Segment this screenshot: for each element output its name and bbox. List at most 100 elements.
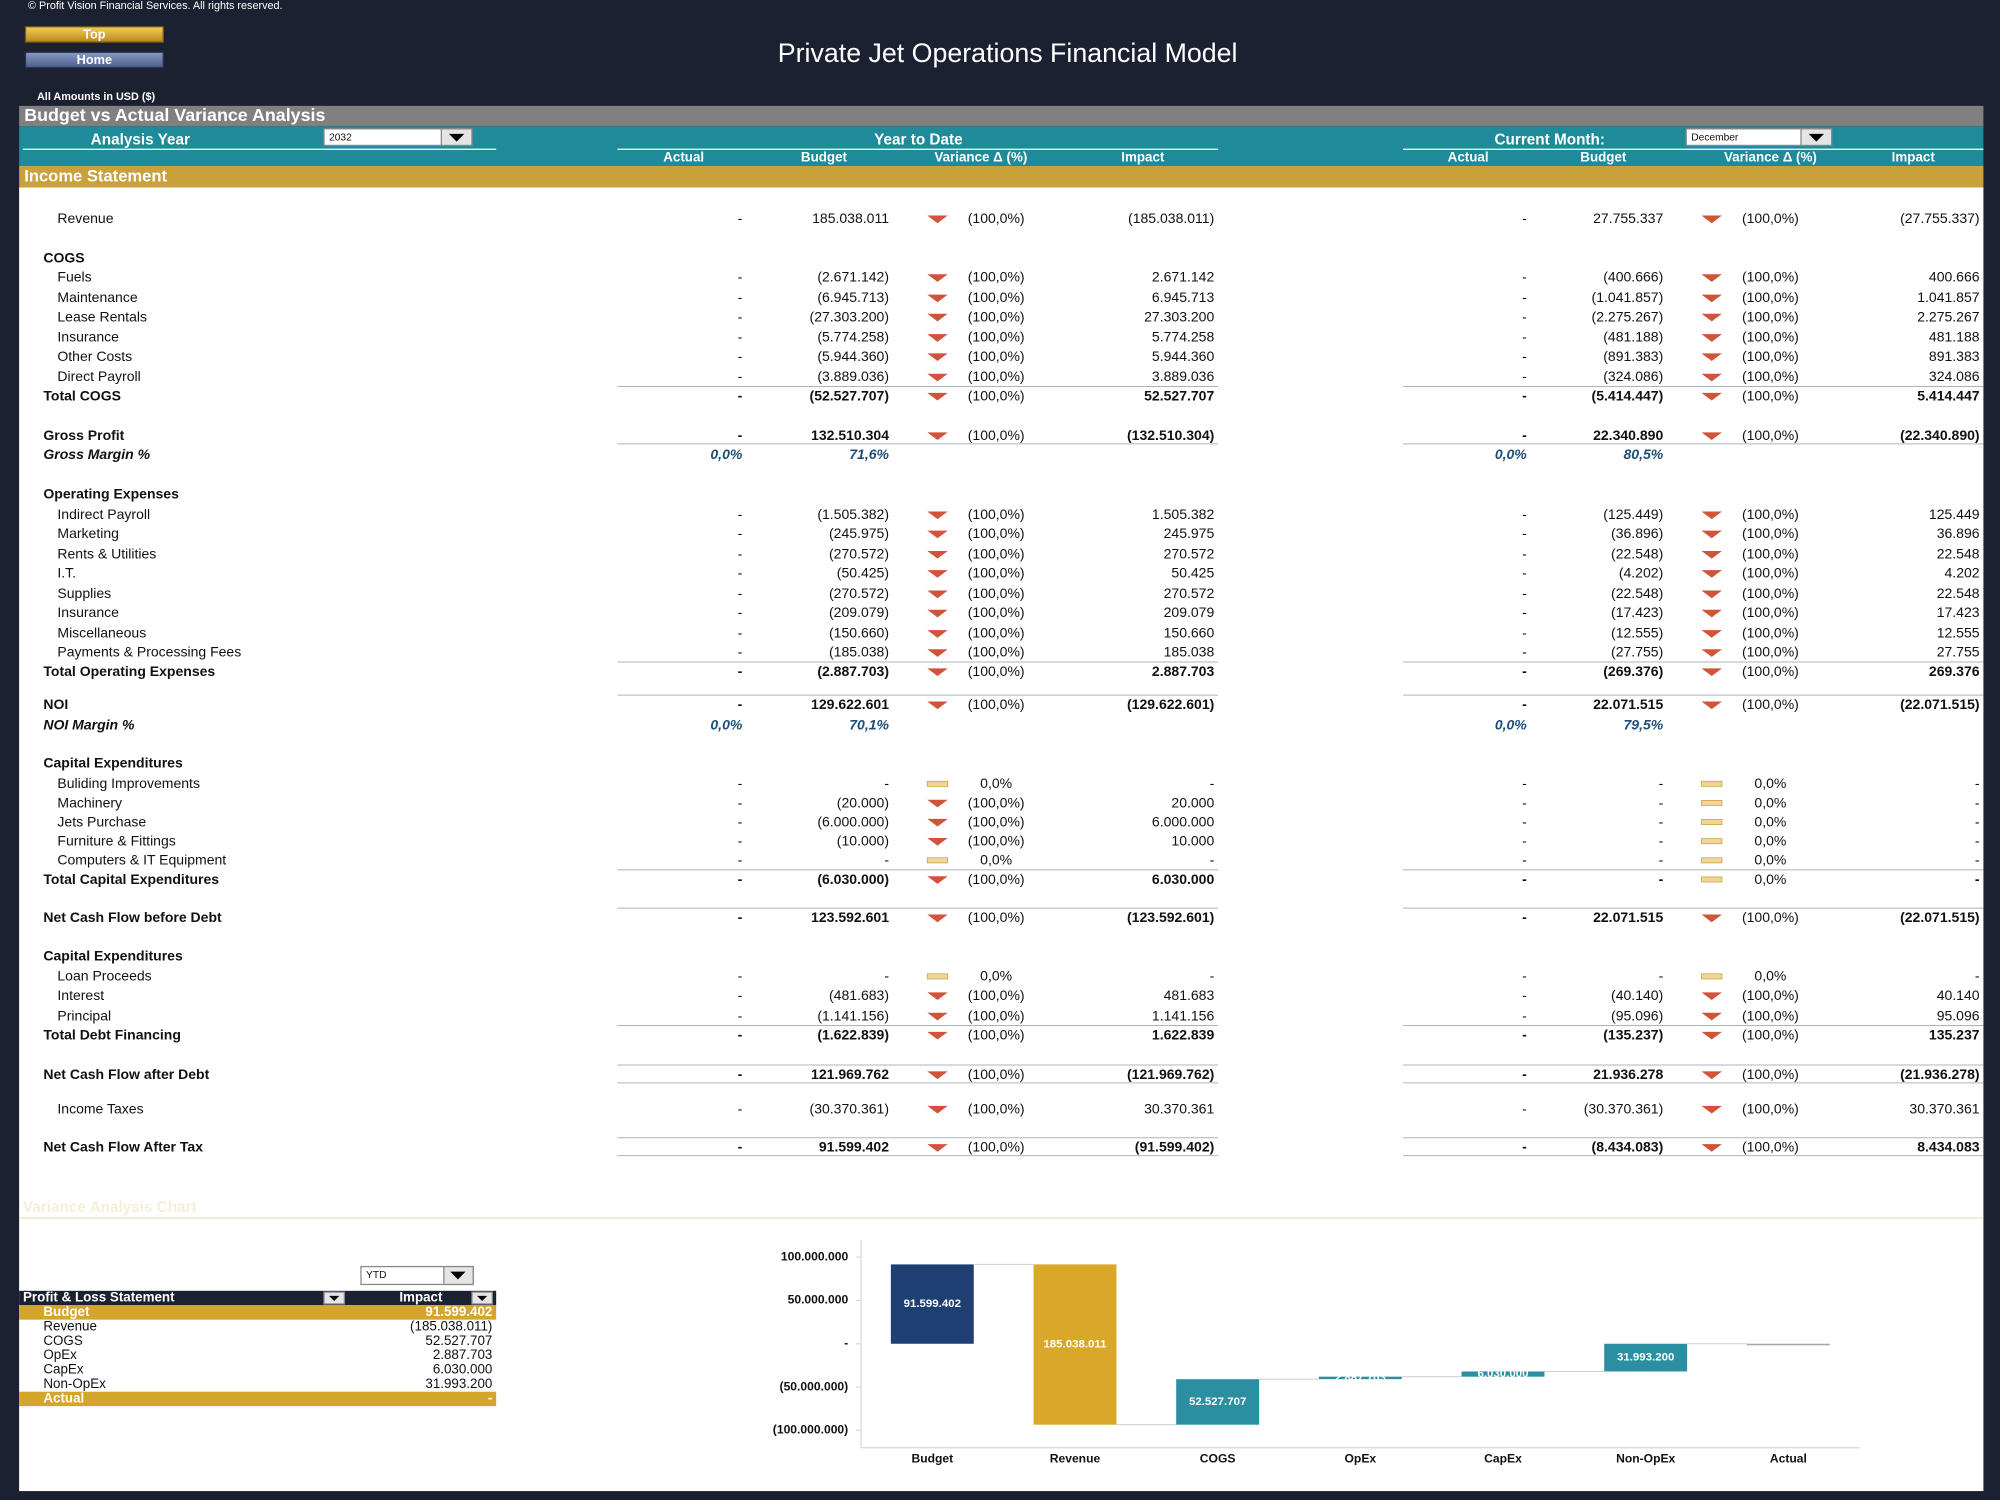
margin-value: 79,5% (1624, 716, 1664, 732)
row-label: Furniture & Fittings (57, 833, 175, 849)
actual-value: - (1522, 348, 1527, 364)
impact-value: 4.202 (1945, 565, 1980, 581)
down-indicator (927, 392, 948, 401)
row-label: Insurance (57, 329, 119, 345)
bar (890, 1264, 974, 1344)
down-indicator (1701, 649, 1722, 657)
top-button[interactable] (24, 26, 164, 43)
variance-value: (100,0%) (1742, 909, 1799, 925)
home-button-label[interactable]: Home (77, 52, 112, 67)
impact-value: - (1975, 871, 1980, 887)
budget-value: (125.449) (1603, 506, 1663, 522)
impact-value: - (1210, 775, 1215, 791)
budget-value: (6.000.000) (817, 813, 889, 829)
budget-value: (2.887.703) (817, 663, 889, 679)
budget-value: (2.275.267) (1592, 308, 1664, 324)
actual-value: - (738, 506, 743, 522)
budget-value: 129.622.601 (811, 696, 889, 712)
budget-value: - (1659, 871, 1664, 887)
impact-value: 1.505.382 (1152, 506, 1215, 522)
actual-value: - (1522, 1026, 1527, 1042)
statement-title: Income Statement (24, 167, 167, 186)
budget-value: 91.599.402 (819, 1139, 889, 1155)
down-indicator (927, 649, 948, 657)
variance-value: (100,0%) (968, 525, 1025, 541)
filter-arrow (477, 1295, 488, 1302)
year-value[interactable]: 2032 (329, 132, 352, 143)
down-indicator (1701, 1012, 1722, 1021)
impact-value: 20.000 (1171, 794, 1214, 810)
month-label: Current Month: (1495, 131, 1605, 148)
budget-value: 123.592.601 (811, 909, 889, 925)
column-header: Impact (1892, 150, 1936, 165)
summary-highlight (19, 1305, 497, 1320)
row-label: Gross Profit (43, 427, 124, 443)
impact-value: (123.592.601) (1127, 909, 1214, 925)
impact-value: - (1975, 813, 1980, 829)
row-label: I.T. (57, 565, 76, 581)
summary-label: Revenue (43, 1318, 97, 1333)
budget-value: (30.370.361) (810, 1100, 889, 1116)
period-value[interactable]: YTD (366, 1270, 386, 1281)
actual-value: - (1522, 210, 1527, 226)
down-indicator (927, 838, 948, 846)
flat-indicator (926, 780, 949, 787)
variance-value: (100,0%) (1742, 696, 1799, 712)
actual-value: - (1522, 289, 1527, 305)
impact-value: 8.434.083 (1917, 1139, 1980, 1155)
value-label: 52.527.707 (1189, 1396, 1246, 1408)
actual-value: - (738, 427, 743, 443)
budget-value: (40.140) (1611, 987, 1663, 1003)
column-header: Impact (1121, 150, 1165, 165)
variance-value: (100,0%) (968, 696, 1025, 712)
top-button-label[interactable]: Top (83, 26, 106, 41)
budget-value: (50.425) (837, 565, 889, 581)
variance-value: (100,0%) (968, 308, 1025, 324)
y-tick-label: - (844, 1336, 848, 1350)
summary-label: Budget (43, 1304, 90, 1319)
actual-value: - (738, 644, 743, 660)
variance-value: (100,0%) (968, 1007, 1025, 1023)
filter-arrow (329, 1295, 340, 1302)
impact-value: (185.038.011) (1128, 210, 1214, 226)
budget-value: (481.188) (1603, 329, 1663, 345)
down-indicator (1701, 432, 1722, 441)
down-indicator (1701, 353, 1722, 361)
actual-value: - (738, 696, 743, 712)
dropdown-arrow (450, 1271, 466, 1280)
page-title: Private Jet Operations Financial Model (778, 38, 1238, 68)
row-label: Capital Expenditures (43, 755, 183, 771)
bar (1033, 1264, 1117, 1425)
summary-value: 31.993.200 (425, 1376, 492, 1391)
month-value[interactable]: December (1691, 132, 1739, 143)
variance-value: (100,0%) (968, 833, 1025, 849)
flat-indicator (1701, 780, 1723, 787)
budget-value: (95.096) (1611, 1007, 1663, 1023)
impact-value: 400.666 (1929, 269, 1980, 285)
impact-value: 5.944.360 (1152, 348, 1215, 364)
row-label: COGS (43, 250, 84, 266)
actual-value: - (1522, 987, 1527, 1003)
budget-value: (36.896) (1611, 525, 1663, 541)
impact-value: (27.755.337) (1900, 210, 1979, 226)
variance-value: (100,0%) (1742, 506, 1799, 522)
actual-value: - (1522, 506, 1527, 522)
budget-value: (4.202) (1619, 565, 1663, 581)
actual-value: - (1522, 329, 1527, 345)
row-label: Fuels (57, 269, 91, 285)
row-label: Jets Purchase (57, 813, 146, 829)
actual-value: - (738, 387, 743, 403)
copyright: © Profit Vision Financial Services. All … (28, 0, 283, 12)
down-indicator (1701, 1031, 1722, 1040)
down-indicator (927, 530, 948, 539)
impact-value: - (1975, 852, 1980, 868)
down-indicator (927, 313, 948, 322)
down-indicator (1701, 373, 1722, 382)
home-button[interactable] (24, 51, 164, 69)
summary-value: 91.599.402 (425, 1304, 492, 1319)
margin-value: 0,0% (1495, 446, 1527, 462)
dropdown-arrow (1808, 133, 1824, 142)
down-indicator (1701, 215, 1722, 224)
impact-value: 30.370.361 (1144, 1100, 1214, 1116)
variance-value: (100,0%) (1742, 427, 1799, 443)
